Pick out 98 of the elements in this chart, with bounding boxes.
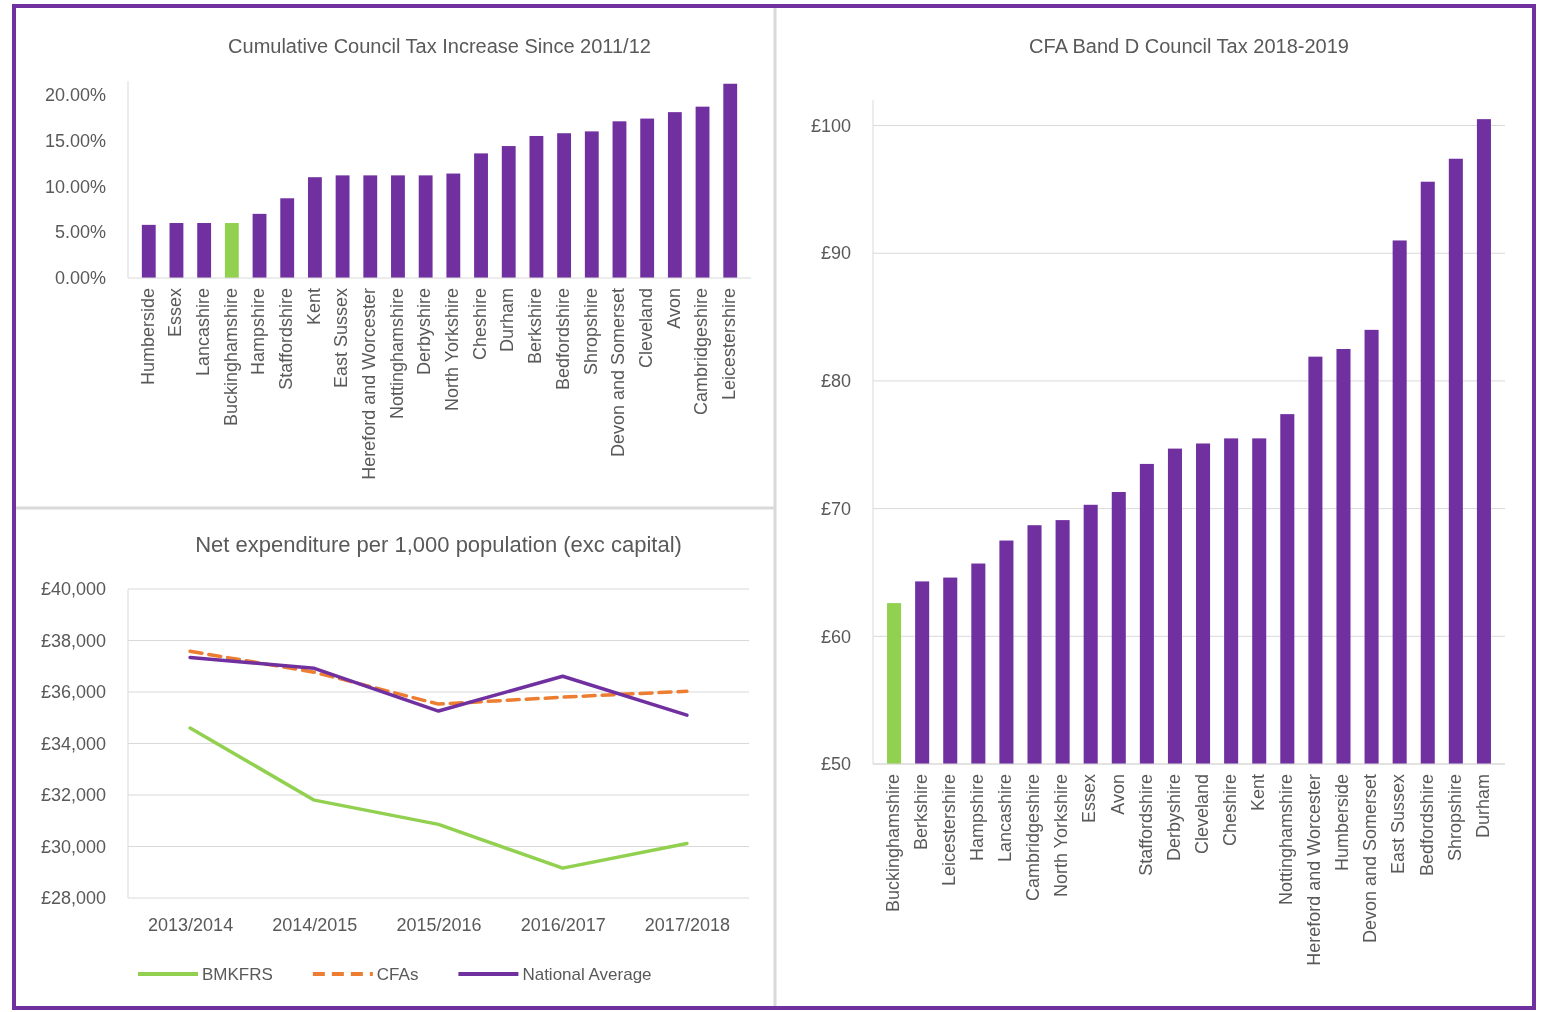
bar (363, 175, 378, 278)
x-tick-label: Nottinghamshire (386, 288, 407, 420)
x-tick-label: Humberside (137, 288, 158, 386)
y-tick-label: £34,000 (40, 733, 106, 754)
x-tick-label: Berkshire (525, 288, 546, 365)
x-tick-label: Staffordshire (275, 288, 296, 390)
x-tick-label: North Yorkshire (442, 288, 463, 412)
line-series (188, 649, 689, 706)
x-tick-label: Cleveland (635, 288, 656, 369)
x-tick-label: 2015/2016 (396, 914, 482, 935)
x-tick-label: 2017/2018 (644, 914, 730, 935)
bar (640, 118, 655, 278)
x-tick-label: Durham (1472, 774, 1493, 839)
y-tick-label: £40,000 (40, 579, 106, 600)
x-tick-label: Derbyshire (414, 288, 435, 376)
x-tick-label: Devon and Somerset (1360, 774, 1381, 944)
x-tick-label: North Yorkshire (1051, 774, 1072, 898)
x-tick-label: Lancashire (192, 288, 213, 377)
x-tick-label: Cheshire (1219, 774, 1240, 847)
y-tick-label: 0.00% (54, 268, 106, 289)
bar (252, 213, 267, 278)
line-series (188, 726, 689, 870)
x-tick-label: Hereford and Worcester (1304, 774, 1325, 966)
bar (169, 223, 184, 278)
y-tick-label: £90 (820, 243, 851, 264)
x-tick-label: Berkshire (910, 774, 931, 851)
x-tick-label: Lancashire (995, 774, 1016, 863)
x-tick-label: 2014/2015 (272, 914, 358, 935)
x-tick-label: Bedfordshire (552, 288, 573, 391)
chart-title: Net expenditure per 1,000 population (exc capital) (195, 532, 682, 557)
x-tick-label: Nottinghamshire (1276, 774, 1297, 906)
y-tick-label: £60 (820, 626, 851, 647)
line-series (188, 655, 689, 717)
bar (584, 131, 599, 278)
x-tick-label: Essex (1079, 774, 1100, 824)
bar (197, 223, 212, 278)
bar (557, 133, 572, 278)
bar (335, 175, 350, 278)
x-tick-label: 2013/2014 (148, 914, 234, 935)
x-tick-label: 2016/2017 (520, 914, 606, 935)
y-tick-label: 20.00% (44, 85, 106, 105)
bar (446, 173, 461, 278)
y-tick-label: £50 (820, 754, 851, 775)
x-tick-label: Hampshire (967, 774, 988, 862)
bar (224, 223, 239, 278)
x-tick-label: Avon (663, 288, 684, 329)
chart-title: Cumulative Council Tax Increase Since 2011/12 (228, 35, 651, 57)
x-tick-label: Leicestershire (938, 774, 959, 887)
x-tick-label: Buckinghamshire (882, 774, 903, 913)
bar (307, 177, 322, 278)
x-tick-label: Hampshire (248, 288, 269, 376)
x-tick-label: Cambridgeshire (691, 288, 712, 416)
y-tick-label: £32,000 (40, 785, 106, 806)
bar (141, 224, 156, 278)
y-tick-label: £36,000 (40, 682, 106, 703)
legend-label: CFAs (376, 965, 419, 984)
y-tick-label: 10.00% (44, 176, 106, 197)
bar (280, 198, 295, 278)
bar (418, 175, 433, 278)
x-tick-label: Essex (165, 288, 186, 338)
x-tick-label: Shropshire (1444, 774, 1465, 862)
x-tick-label: East Sussex (331, 288, 352, 389)
bar (723, 83, 738, 278)
legend-label: National Average (522, 965, 652, 984)
x-tick-label: Staffordshire (1135, 774, 1156, 876)
bar (501, 146, 516, 278)
x-tick-label: Derbyshire (1163, 774, 1184, 862)
bar (529, 135, 544, 278)
y-tick-label: £80 (820, 371, 851, 392)
chart-title: CFA Band D Council Tax 2018-2019 (1029, 35, 1349, 57)
bar (695, 106, 710, 278)
y-tick-label: £30,000 (40, 836, 106, 857)
x-tick-label: Devon and Somerset (608, 288, 629, 458)
y-tick-label: 15.00% (44, 130, 106, 151)
x-tick-label: Cambridgeshire (1023, 774, 1044, 902)
bar (391, 175, 405, 278)
y-tick-label: £28,000 (40, 888, 106, 909)
x-tick-label: Avon (1107, 774, 1128, 815)
bar (474, 153, 488, 278)
y-tick-label: £100 (810, 115, 851, 136)
y-tick-label: 5.00% (54, 222, 106, 243)
x-tick-label: Humberside (1332, 774, 1353, 872)
x-tick-label: Cleveland (1191, 774, 1212, 855)
x-tick-label: Buckinghamshire (220, 288, 241, 427)
bar (667, 112, 682, 278)
x-tick-label: East Sussex (1388, 774, 1409, 875)
x-tick-label: Kent (1247, 774, 1268, 812)
x-tick-label: Kent (303, 288, 324, 326)
legend-label: BMKFRS (202, 965, 273, 984)
x-tick-label: Leicestershire (718, 288, 739, 401)
bar (612, 121, 627, 278)
x-tick-label: Shropshire (580, 288, 601, 376)
x-tick-label: Cheshire (469, 288, 490, 361)
y-tick-label: £70 (820, 498, 851, 519)
x-tick-label: Bedfordshire (1416, 774, 1437, 877)
x-tick-label: Hereford and Worcester (359, 288, 380, 480)
y-tick-label: £38,000 (40, 630, 106, 651)
x-tick-label: Durham (497, 288, 518, 353)
